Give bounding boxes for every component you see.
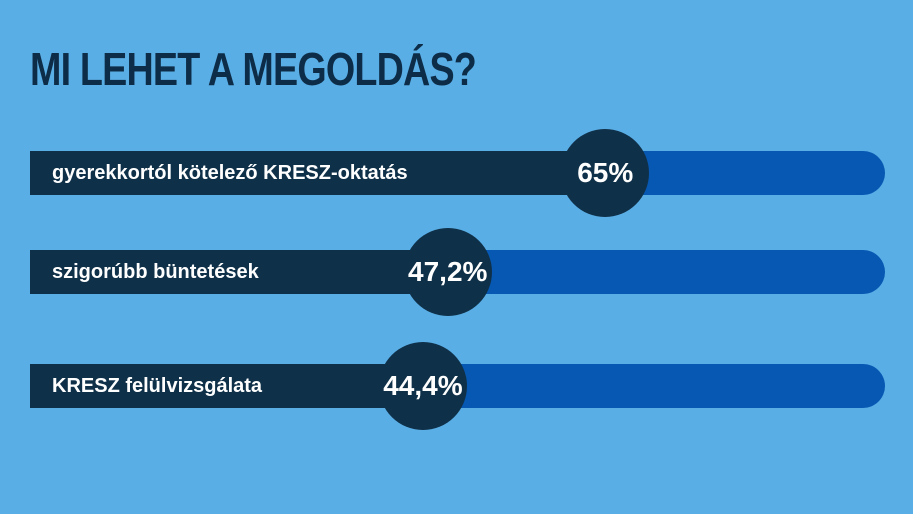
bar-label: gyerekkortól kötelező KRESZ-oktatás	[52, 162, 408, 184]
bar-label: szigorúbb büntetések	[52, 261, 259, 283]
bar-fill	[30, 151, 606, 195]
chart-title: MI LEHET A MEGOLDÁS?	[30, 43, 477, 95]
value-bubble: 44,4%	[378, 342, 467, 430]
bar-row-kresz-oktatas: gyerekkortól kötelező KRESZ-oktatás 65%	[30, 129, 885, 217]
bar-label: KRESZ felülvizsgálata	[52, 375, 263, 397]
bar-row-szigorubb-buntetesek: szigorúbb büntetések 47,2%	[30, 228, 885, 316]
bar-fill	[30, 364, 423, 408]
value-bubble: 47,2%	[403, 228, 492, 316]
bar-fill	[30, 250, 448, 294]
bar-row-kresz-felulvizsgalata: KRESZ felülvizsgálata 44,4%	[30, 342, 885, 430]
value-bubble: 65%	[561, 129, 650, 217]
